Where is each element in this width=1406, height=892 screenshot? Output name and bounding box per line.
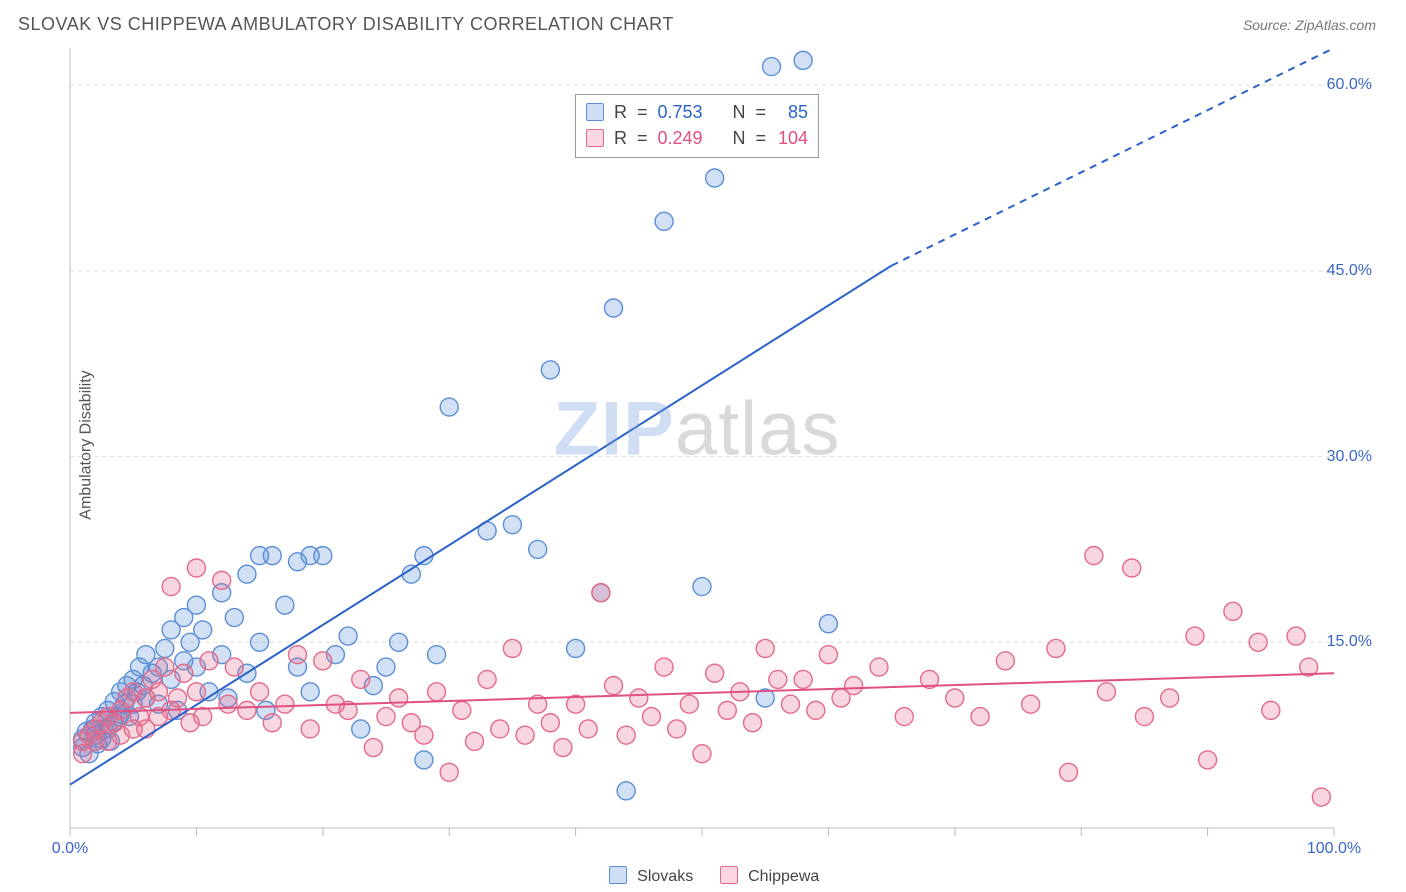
x-tick-label: 0.0% bbox=[52, 840, 88, 858]
y-tick-label: 15.0% bbox=[1327, 633, 1372, 651]
legend-label-slovaks: Slovaks bbox=[637, 868, 693, 885]
r-label: R bbox=[614, 99, 627, 125]
legend-label-chippewa: Chippewa bbox=[748, 868, 819, 885]
r-value-chippewa: 0.249 bbox=[657, 125, 702, 151]
source-value: ZipAtlas.com bbox=[1295, 17, 1376, 33]
source-label: Source: bbox=[1243, 17, 1291, 33]
n-label: N bbox=[733, 125, 746, 151]
x-tick-label: 100.0% bbox=[1307, 840, 1361, 858]
eq: = bbox=[756, 125, 767, 151]
stats-legend: R = 0.753 N = 85 R = 0.249 N = 104 bbox=[575, 94, 819, 158]
r-label: R bbox=[614, 125, 627, 151]
eq: = bbox=[637, 125, 648, 151]
y-tick-label: 45.0% bbox=[1327, 262, 1372, 280]
source: Source: ZipAtlas.com bbox=[1243, 17, 1376, 33]
chart-title: SLOVAK VS CHIPPEWA AMBULATORY DISABILITY… bbox=[18, 14, 674, 35]
eq: = bbox=[637, 99, 648, 125]
n-value-slovaks: 85 bbox=[776, 99, 808, 125]
chart-area: Ambulatory Disability ZIPatlas R = 0.753… bbox=[18, 48, 1376, 842]
stats-row-chippewa: R = 0.249 N = 104 bbox=[586, 125, 808, 151]
swatch-chippewa bbox=[586, 129, 604, 147]
x-legend: Slovaks Chippewa bbox=[0, 866, 1406, 886]
n-value-chippewa: 104 bbox=[776, 125, 808, 151]
scatter-chart bbox=[18, 48, 1376, 842]
n-label: N bbox=[733, 99, 746, 125]
y-axis-label: Ambulatory Disability bbox=[78, 370, 96, 519]
legend-swatch-slovaks bbox=[609, 866, 627, 884]
legend-swatch-chippewa bbox=[720, 866, 738, 884]
stats-row-slovaks: R = 0.753 N = 85 bbox=[586, 99, 808, 125]
swatch-slovaks bbox=[586, 103, 604, 121]
r-value-slovaks: 0.753 bbox=[657, 99, 702, 125]
y-tick-label: 60.0% bbox=[1327, 76, 1372, 94]
y-tick-label: 30.0% bbox=[1327, 448, 1372, 466]
eq: = bbox=[756, 99, 767, 125]
